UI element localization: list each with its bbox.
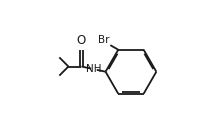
Text: NH: NH — [86, 64, 102, 74]
Text: Br: Br — [98, 34, 110, 45]
Text: O: O — [77, 34, 86, 47]
